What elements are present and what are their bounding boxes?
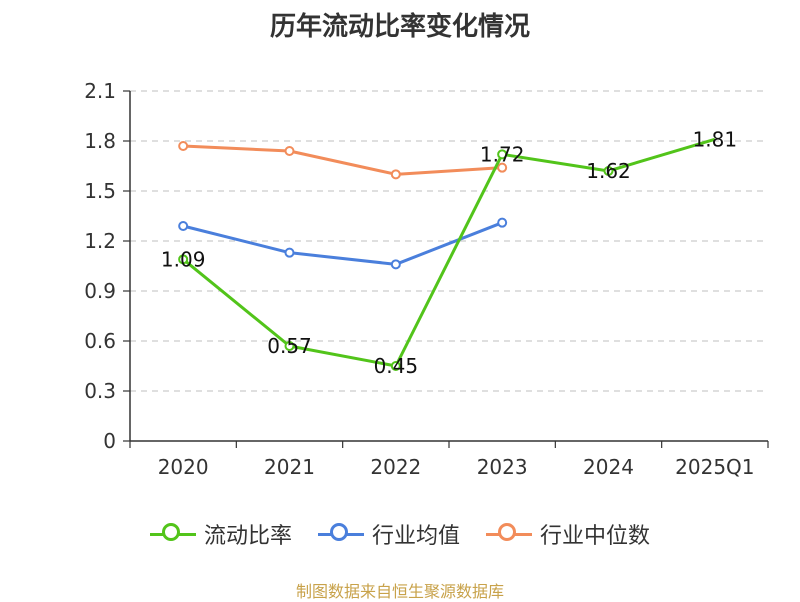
y-tick-label: 0.3 xyxy=(84,379,116,403)
data-label: 1.62 xyxy=(586,159,631,183)
y-tick-label: 1.2 xyxy=(84,229,116,253)
y-tick-label: 2.1 xyxy=(84,79,116,103)
x-tick-label: 2020 xyxy=(158,455,209,479)
legend-swatch xyxy=(317,522,364,546)
data-point xyxy=(284,146,295,156)
series-line xyxy=(182,221,503,266)
legend-item[interactable]: 行业中位数 xyxy=(486,518,650,550)
legend-item[interactable]: 流动比率 xyxy=(149,518,292,550)
series-line xyxy=(183,144,503,176)
series-line xyxy=(182,137,716,368)
y-tick-label: 0.6 xyxy=(84,329,116,353)
y-tick-label: 0 xyxy=(103,429,116,453)
data-point xyxy=(178,221,189,231)
legend-item[interactable]: 行业均值 xyxy=(317,518,460,550)
legend-swatch xyxy=(149,522,196,546)
data-point xyxy=(603,166,614,176)
data-point xyxy=(178,141,189,151)
chart-title: 历年流动比率变化情况 xyxy=(269,12,530,42)
data-point xyxy=(497,149,508,160)
data-point xyxy=(284,247,295,258)
data-label: 1.09 xyxy=(161,247,206,271)
legend-swatch xyxy=(486,522,532,546)
y-tick-label: 1.5 xyxy=(84,179,116,203)
data-label: 1.72 xyxy=(480,142,525,166)
legend-label: 行业均值 xyxy=(371,524,460,549)
data-point xyxy=(390,169,401,180)
data-point xyxy=(497,217,508,228)
x-tick-label: 2022 xyxy=(370,455,421,479)
data-point xyxy=(497,162,508,173)
data-label: 0.57 xyxy=(267,334,312,358)
legend-label: 行业中位数 xyxy=(540,524,651,549)
legend: 流动比率 行业均值 行业中位数 xyxy=(0,518,800,550)
x-tick-label: 2024 xyxy=(583,455,634,479)
data-label: 1.81 xyxy=(693,127,738,151)
data-point xyxy=(390,259,401,270)
data-point xyxy=(284,341,295,351)
data-point xyxy=(390,361,401,371)
legend-label: 流动比率 xyxy=(203,524,292,549)
x-tick-label: 2021 xyxy=(264,455,315,479)
data-label: 0.45 xyxy=(374,354,419,378)
x-tick-label: 2025Q1 xyxy=(675,455,754,479)
data-point xyxy=(178,254,189,265)
source-note: 制图数据来自恒生聚源数据库 xyxy=(295,582,504,601)
y-tick-label: 1.8 xyxy=(84,129,116,153)
y-tick-label: 0.9 xyxy=(84,279,116,303)
x-tick-label: 2023 xyxy=(477,455,528,479)
